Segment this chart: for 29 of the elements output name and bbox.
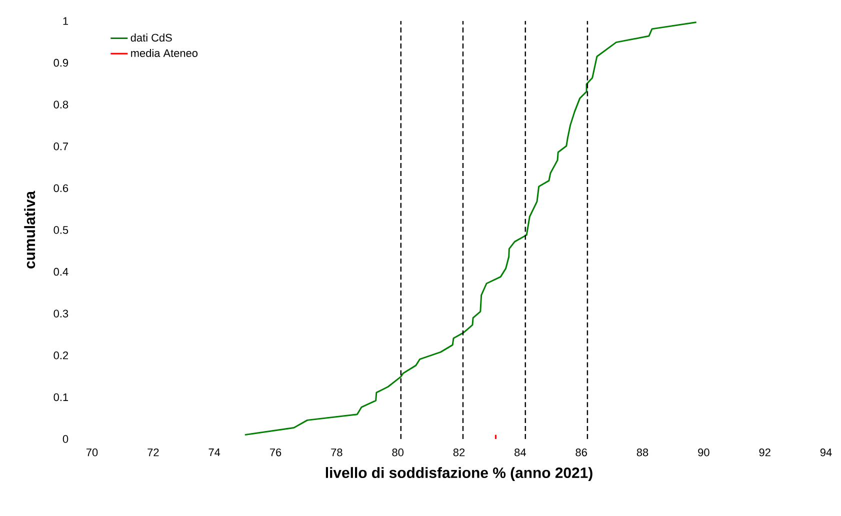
x-tick-label: 80: [392, 448, 404, 456]
y-axis-title: cumulativa: [24, 190, 36, 268]
y-tick-label: 0.2: [54, 352, 68, 360]
x-tick-label: 92: [759, 448, 770, 456]
y-tick-label: 0.5: [54, 226, 68, 234]
y-tick-label: 1: [63, 17, 68, 25]
y-tick-label: 0.1: [54, 393, 68, 402]
x-tick-label: 90: [698, 448, 710, 456]
x-tick-label: 88: [636, 448, 648, 456]
x-tick-label: 84: [514, 448, 526, 456]
y-tick-label: 0.8: [54, 100, 68, 108]
legend-label: dati CdS: [130, 34, 172, 42]
legend-label: media Ateneo: [131, 48, 198, 58]
x-tick-label: 74: [208, 448, 220, 456]
y-tick-label: 0.9: [54, 58, 68, 67]
x-axis-title: livello di soddisfazione % (anno 2021): [326, 467, 592, 482]
y-tick-label: 0.4: [54, 268, 68, 276]
x-tick-label: 94: [820, 448, 832, 456]
x-tick-label: 76: [270, 448, 282, 456]
x-tick-label: 78: [331, 448, 342, 456]
y-tick-label: 0.6: [54, 184, 68, 192]
x-tick-label: 70: [86, 448, 98, 456]
x-tick-label: 72: [148, 448, 159, 456]
y-tick-label: 0.7: [54, 142, 68, 150]
x-tick-label: 86: [576, 448, 587, 456]
line-series: [244, 22, 698, 436]
y-tick-label: 0.3: [54, 310, 68, 318]
x-tick-label: 82: [453, 448, 465, 456]
y-tick-label: 0: [62, 435, 68, 443]
